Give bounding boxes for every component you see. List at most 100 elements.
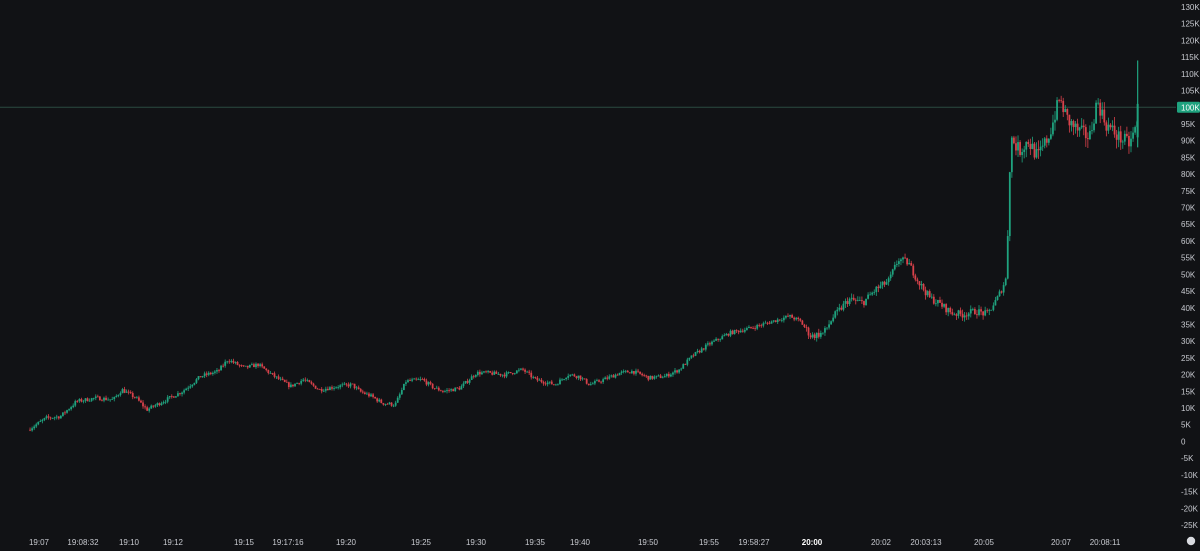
candle-down [304,379,307,381]
candle-down [530,372,533,378]
candle-up [1136,103,1139,138]
candle-down [544,383,547,385]
candle-up [663,376,666,378]
candle-down [347,384,350,387]
candle-down [1072,121,1075,128]
candle-up [897,261,900,265]
candle-down [1029,144,1032,149]
candle-down [659,375,662,378]
candle-down [922,284,925,290]
candle-down [951,312,954,315]
candle-up [1010,137,1013,173]
x-tick-label: 19:10 [119,538,140,547]
candle-up [497,373,500,375]
candle-down [265,368,268,371]
candle-up [1123,133,1126,142]
candle-down [793,317,796,320]
candle-up [869,294,872,296]
x-tick-label: 19:17:16 [272,538,304,547]
candle-up [1117,131,1120,140]
candle-down [429,382,432,384]
candle-down [509,372,512,373]
candle-up [526,371,529,373]
candle-up [35,424,38,427]
candle-down [928,291,931,298]
candle-up [464,381,467,384]
candle-up [203,373,206,377]
y-tick-label: 20K [1181,371,1196,380]
candle-up [234,362,237,363]
candle-up [865,298,867,306]
candle-up [700,348,703,353]
candle-up [1101,109,1104,116]
candle-down [209,372,212,374]
candle-up [107,399,110,401]
candle-up [680,368,683,370]
candle-down [542,381,545,384]
candle-down [1125,133,1128,136]
candle-up [994,300,997,306]
candle-up [185,388,188,391]
candle-up [31,428,34,431]
y-tick-label: -25K [1181,521,1199,530]
candle-up [739,330,742,333]
candle-up [337,387,340,389]
y-tick-label: 0 [1181,437,1186,446]
candle-up [468,379,471,383]
candle-down [363,392,366,395]
candle-up [250,364,253,366]
candle-up [1054,119,1056,123]
candle-up [125,391,128,393]
candle-up [74,401,77,406]
candle-up [187,387,190,389]
candle-up [255,363,257,368]
settings-button[interactable] [1186,536,1196,546]
candle-up [842,303,845,310]
candle-down [466,381,469,383]
candle-up [193,382,196,385]
candle-up [224,361,227,366]
candle-down [799,319,802,321]
candle-down [758,325,761,326]
candle-down [298,382,301,384]
candle-up [37,421,40,425]
candle-down [503,374,506,377]
candle-up [1097,102,1100,104]
x-tick-label: 19:55 [699,538,720,547]
candle-down [965,315,968,317]
candle-down [390,402,393,406]
candle-up [706,343,709,345]
candle-down [787,315,789,317]
candle-up [94,396,97,399]
candle-up [407,380,409,383]
candle-up [384,403,387,405]
candle-up [908,263,911,265]
candle-up [538,379,541,381]
candle-up [990,309,993,311]
y-axis[interactable]: 130K 125K 120K 115K 110K 105K 95K 90K 85K 80K 75K 7… [1181,3,1200,530]
x-axis[interactable]: 19:07 19:08:32 19:10 19:12 19:15 19:17:16 19:2… [29,538,1121,547]
candle-down [863,301,865,306]
candle-up [934,303,937,305]
candle-down [283,379,286,382]
x-tick-label: 19:30 [466,538,487,547]
candle-up [988,309,991,311]
x-tick-label: 19:07 [29,538,50,547]
candle-down [312,383,315,386]
candle-down [382,403,385,405]
candle-up [339,385,342,388]
y-tick-label: -20K [1181,504,1199,513]
candle-up [388,402,391,405]
candle-down [797,317,800,320]
candle-down [805,327,808,328]
candle-down [368,393,370,397]
candle-up [696,350,699,353]
candle-down [372,394,374,397]
candle-up [620,371,623,373]
candle-up [115,395,118,397]
settings-icon[interactable] [1186,536,1196,546]
candle-up [610,375,613,377]
candle-up [435,387,438,389]
